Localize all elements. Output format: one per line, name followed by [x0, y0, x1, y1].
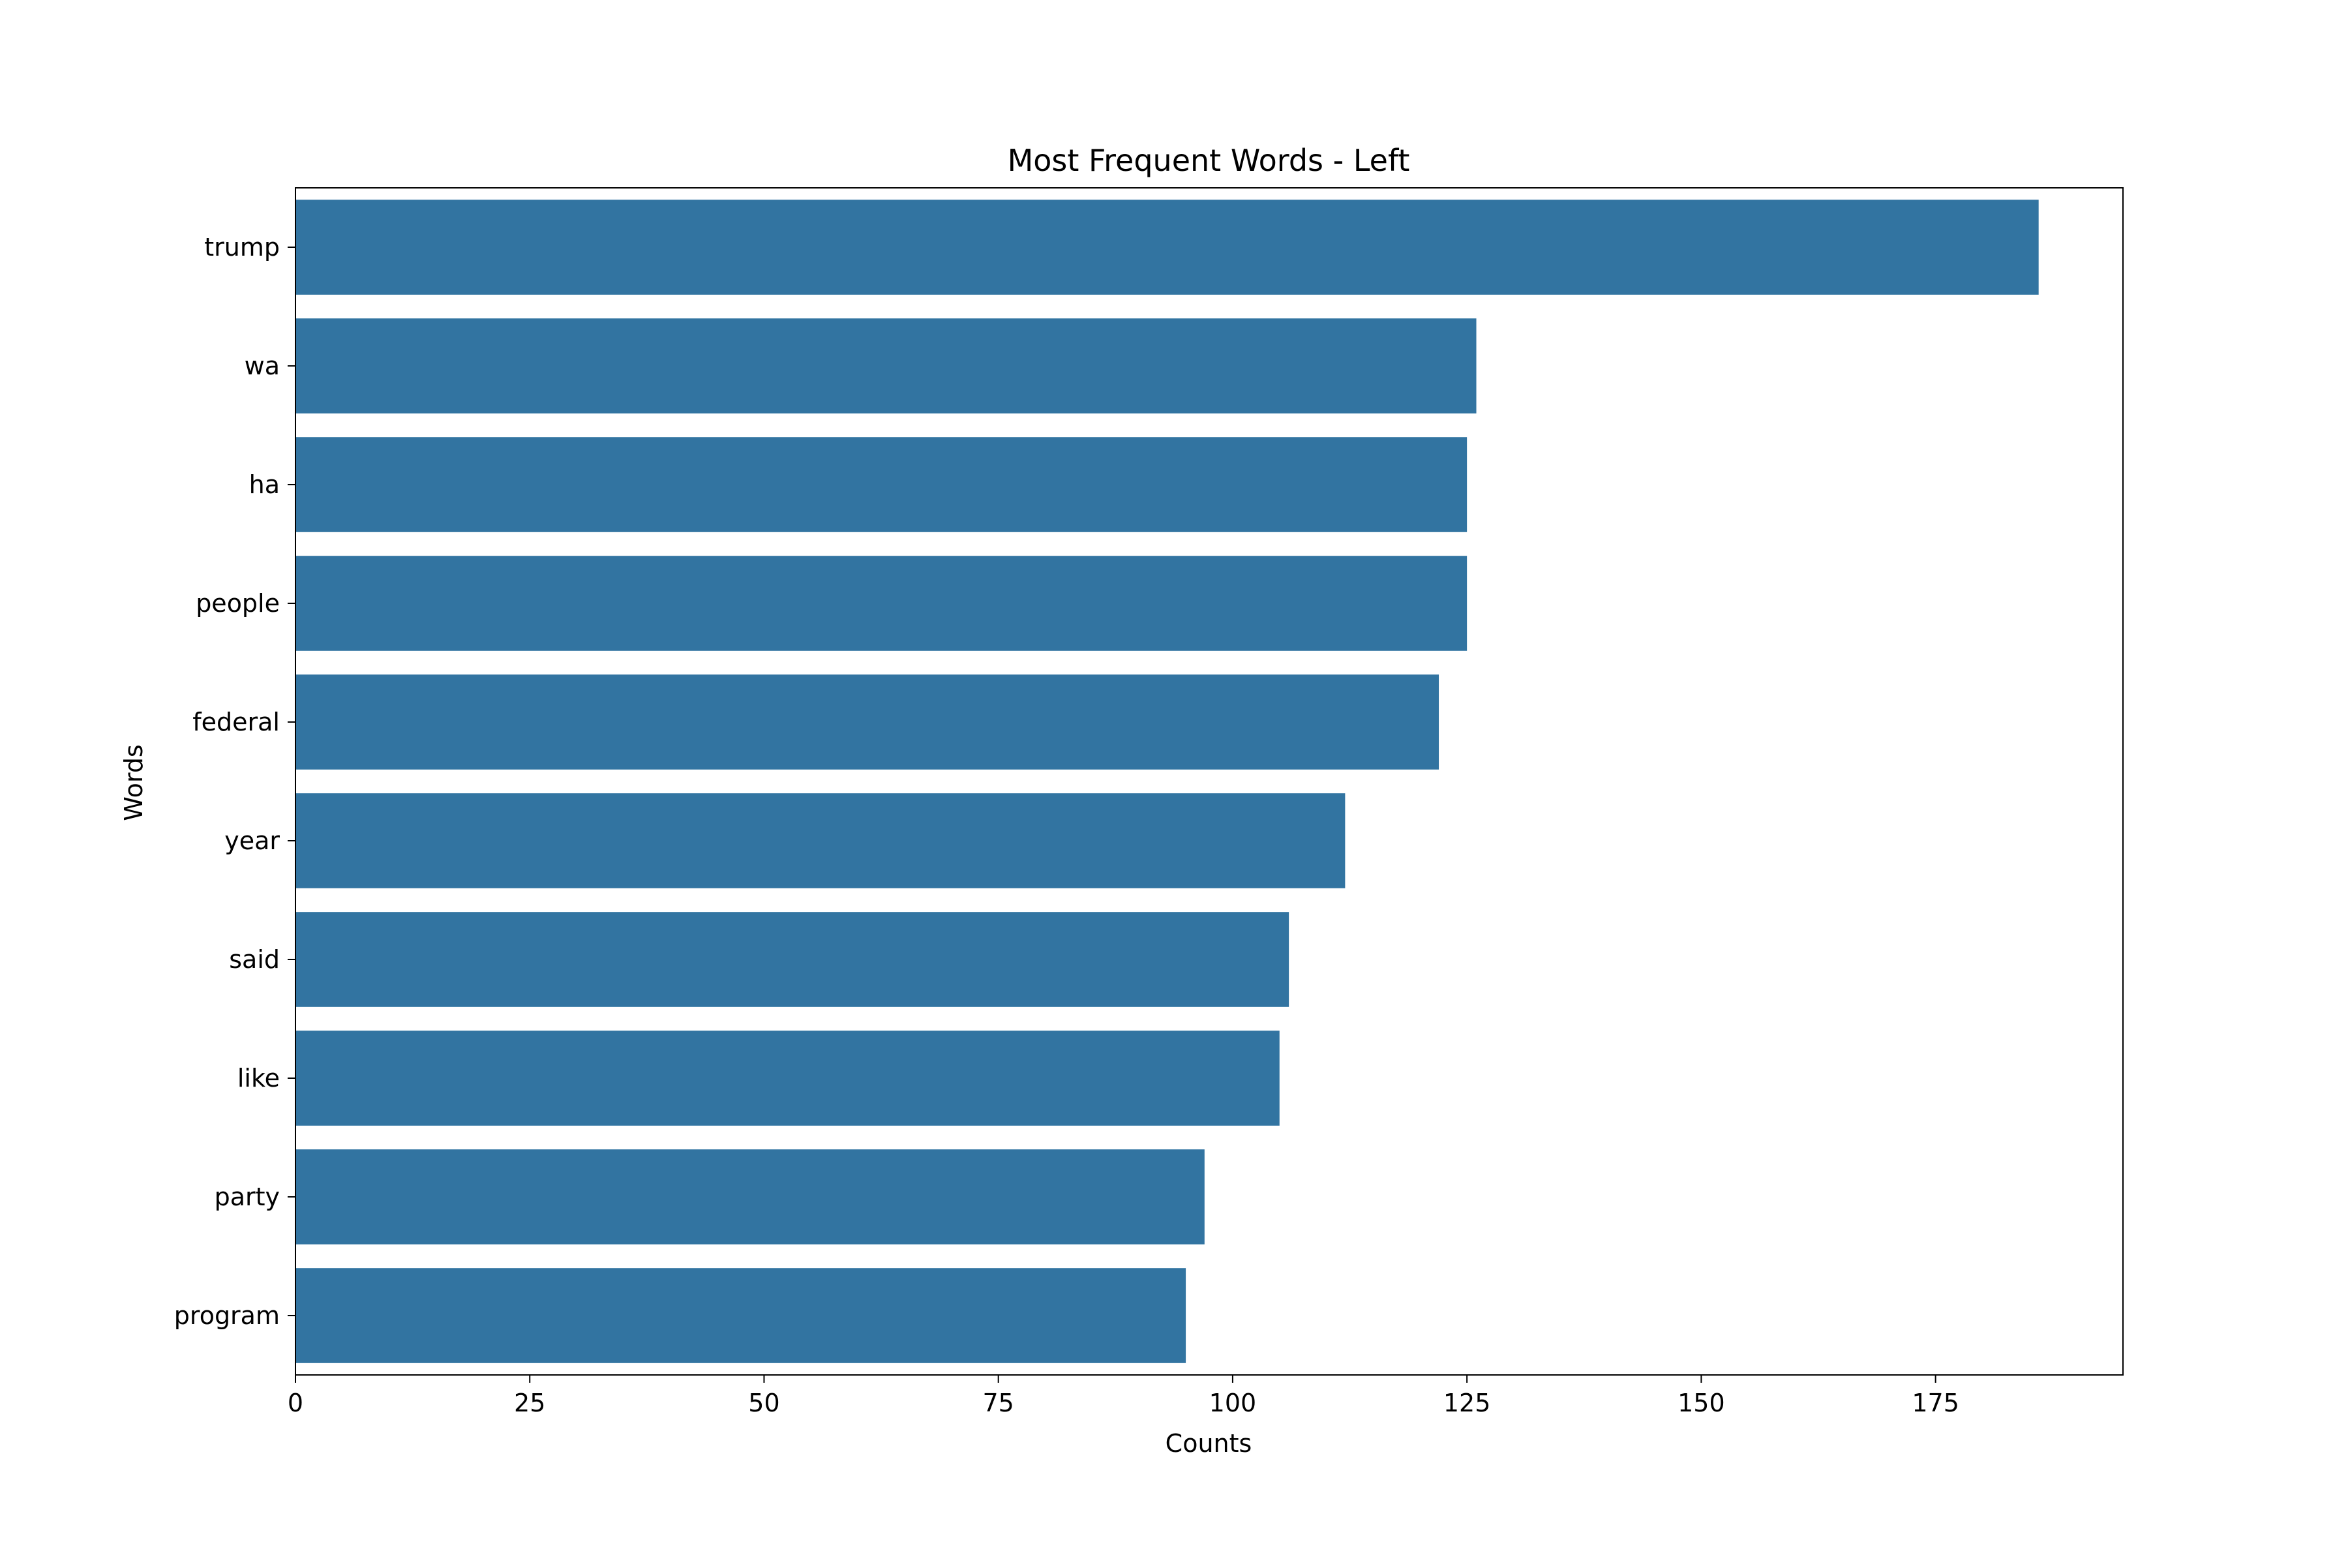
x-tick-label: 125	[1443, 1389, 1491, 1417]
bar-federal	[295, 674, 1439, 770]
x-tick-label: 0	[288, 1389, 303, 1417]
x-tick-label: 100	[1209, 1389, 1257, 1417]
bar-like	[295, 1031, 1280, 1126]
bar-ha	[295, 437, 1468, 532]
y-tick-label: federal	[192, 708, 280, 736]
y-tick-label: trump	[204, 233, 280, 262]
y-tick-label: said	[229, 945, 280, 974]
bars-layer	[295, 200, 2039, 1363]
bar-year	[295, 793, 1346, 888]
y-tick-label: year	[224, 826, 280, 855]
x-tick-label: 175	[1912, 1389, 1959, 1417]
x-tick-label: 150	[1678, 1389, 1725, 1417]
bar-party	[295, 1149, 1205, 1244]
chart-title: Most Frequent Words - Left	[1008, 143, 1410, 178]
x-tick-label: 50	[748, 1389, 779, 1417]
y-tick-label: like	[237, 1064, 280, 1093]
y-tick-label: people	[196, 589, 280, 618]
x-tick-label: 25	[514, 1389, 545, 1417]
x-axis-label: Counts	[1166, 1429, 1252, 1458]
bar-wa	[295, 318, 1477, 414]
ticks-layer: trump wa ha people federal year said like party p…	[174, 233, 1959, 1417]
bar-said	[295, 912, 1289, 1007]
bar-trump	[295, 200, 2039, 295]
y-tick-label: party	[215, 1183, 280, 1211]
bar-program	[295, 1268, 1186, 1363]
y-tick-label: ha	[249, 470, 280, 499]
plot-frame	[295, 187, 2124, 1376]
y-tick-label: wa	[245, 352, 280, 380]
x-tick-label: 75	[983, 1389, 1014, 1417]
y-tick-label: program	[174, 1301, 280, 1330]
axes-layer	[295, 187, 2124, 1376]
bar-people	[295, 556, 1468, 651]
y-axis-label: Words	[119, 744, 148, 821]
